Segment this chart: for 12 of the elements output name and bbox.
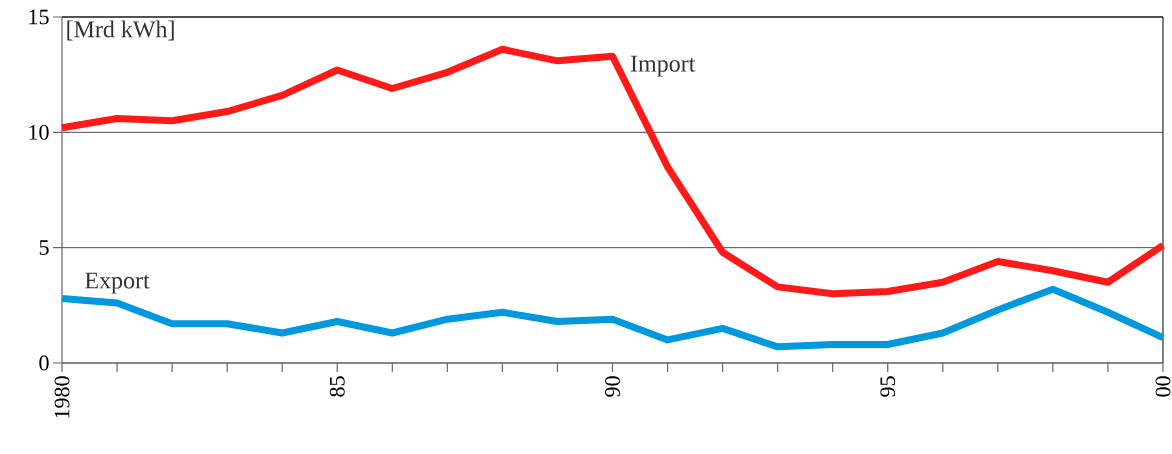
y-tick-label: 5 (39, 240, 49, 255)
series-label: Import (630, 55, 696, 77)
x-tick-label: 90 (605, 376, 620, 397)
x-tick-label: 00 (1155, 376, 1171, 397)
x-tick-label: 1980 (54, 376, 70, 418)
y-axis-title: [Mrd kWh] (67, 20, 174, 41)
x-tick-label: 85 (329, 376, 345, 397)
series-label: Export (85, 272, 150, 294)
y-tick-label: 15 (29, 9, 49, 25)
y-tick-label: 0 (39, 355, 49, 371)
y-tick-label: 10 (29, 124, 49, 140)
x-tick-label: 95 (880, 376, 896, 397)
